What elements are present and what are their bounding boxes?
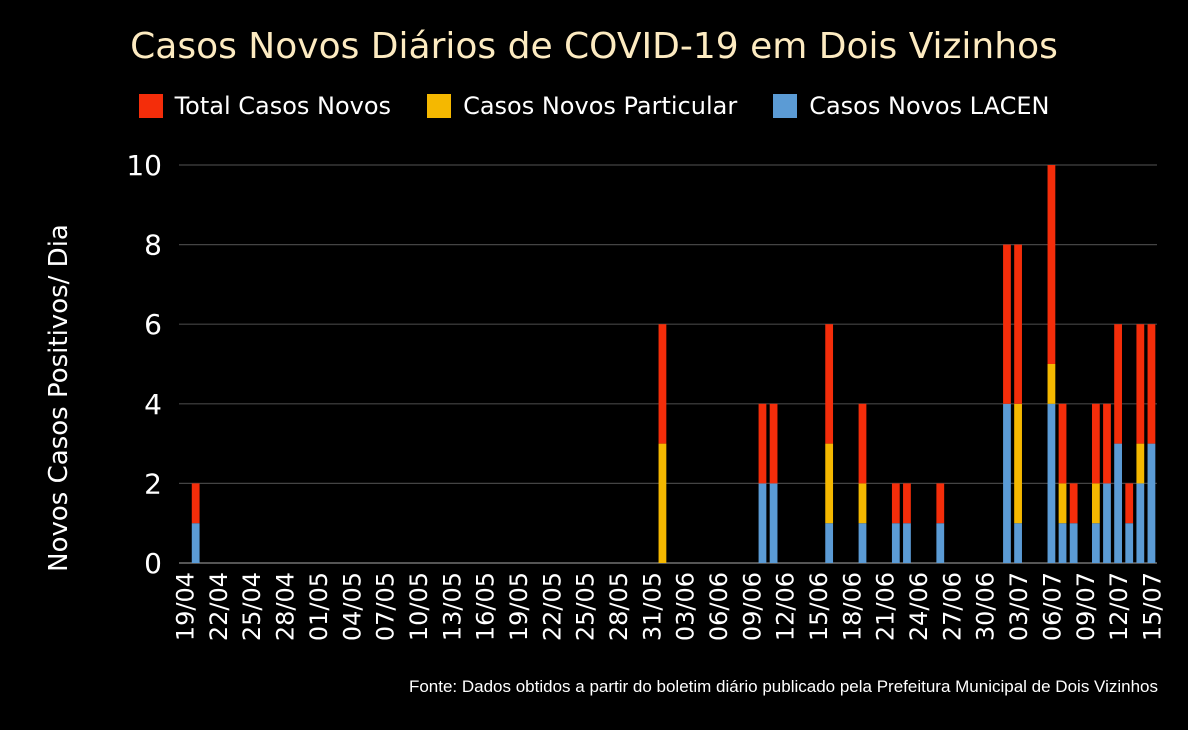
x-tick-label: 22/05	[538, 572, 566, 641]
bar-segment-lacen	[1091, 523, 1100, 563]
y-tick-label: 0	[144, 547, 162, 580]
bar-segment-lacen	[825, 523, 834, 563]
x-tick-label: 12/07	[1105, 572, 1133, 641]
x-tick-label: 18/06	[838, 572, 866, 641]
x-tick-label: 03/06	[672, 572, 700, 641]
legend-swatch-total	[138, 94, 163, 118]
y-tick-label: 4	[144, 388, 162, 421]
x-tick-label: 27/06	[938, 572, 966, 641]
source-note: Fonte: Dados obtidos a partir do boletim…	[408, 677, 1158, 696]
x-tick-label: 10/05	[405, 572, 433, 641]
bar-segment-total	[191, 483, 200, 524]
x-tick-label: 22/04	[205, 572, 233, 641]
bar-segment-lacen	[936, 523, 945, 563]
bar-segment-lacen	[1125, 523, 1134, 563]
bar-segment-lacen	[1147, 443, 1156, 563]
bar-segment-total	[891, 483, 900, 524]
legend-swatch-lacen	[773, 94, 798, 118]
y-tick-label: 8	[144, 229, 162, 262]
bar-segment-total	[1136, 324, 1145, 444]
x-tick-label: 30/06	[972, 572, 1000, 641]
bar-segment-total	[858, 403, 867, 484]
bar-segment-total	[769, 403, 778, 484]
bar-segment-total	[1014, 244, 1022, 404]
x-tick-label: 09/07	[1072, 572, 1100, 641]
bar-segment-particular	[1014, 403, 1022, 524]
bar-segment-particular	[858, 483, 867, 524]
bar-segment-lacen	[858, 523, 867, 563]
x-tick-label: 06/07	[1038, 572, 1066, 641]
x-tick-label: 01/05	[305, 572, 333, 641]
y-tick-label: 10	[126, 149, 162, 182]
bar-segment-total	[758, 403, 767, 484]
x-tick-label: 16/05	[472, 572, 500, 641]
legend-item-total: Total Casos Novos	[138, 92, 392, 120]
x-tick-label: 28/05	[605, 572, 633, 641]
x-tick-label: 12/06	[772, 572, 800, 641]
x-tick-label: 03/07	[1005, 572, 1033, 641]
bar-segment-particular	[1091, 483, 1100, 524]
x-tick-label: 06/06	[705, 572, 733, 641]
bar-segment-total	[1114, 324, 1122, 444]
bar-segment-total	[1103, 403, 1111, 484]
legend-item-lacen: Casos Novos LACEN	[773, 92, 1049, 120]
bar-segment-total	[1091, 403, 1100, 484]
x-tick-label: 28/04	[272, 572, 300, 641]
bar-segment-lacen	[1014, 523, 1022, 563]
bar-segment-total	[936, 483, 945, 524]
x-tick-label: 15/07	[1138, 572, 1166, 641]
bar-segment-lacen	[1058, 523, 1067, 563]
bar-segment-lacen	[1069, 523, 1078, 563]
bar-segment-lacen	[1047, 403, 1056, 563]
bar-segment-lacen	[769, 483, 778, 563]
chart-title: Casos Novos Diários de COVID-19 em Dois …	[130, 26, 1058, 67]
x-tick-label: 07/05	[372, 572, 400, 641]
bar-segment-total	[1125, 483, 1134, 524]
bar-segment-total	[1069, 483, 1078, 524]
y-tick-label: 2	[144, 467, 162, 500]
bar-segment-lacen	[891, 523, 900, 563]
y-tick-label: 6	[144, 308, 162, 341]
bar-segment-lacen	[1003, 403, 1011, 563]
bar-segment-total	[1147, 324, 1156, 444]
x-tick-label: 25/05	[572, 572, 600, 641]
bar-segment-total	[825, 324, 834, 444]
bar-segment-total	[1058, 403, 1067, 484]
legend-label-total: Total Casos Novos	[174, 92, 392, 120]
bar-segment-particular	[1047, 364, 1056, 404]
x-tick-label: 24/06	[905, 572, 933, 641]
bar-segment-particular	[1136, 443, 1145, 484]
bar-segment-particular	[1058, 483, 1067, 524]
x-tick-label: 25/04	[238, 572, 266, 641]
bar-segment-lacen	[758, 483, 767, 563]
legend-item-particular: Casos Novos Particular	[427, 92, 737, 120]
x-tick-label: 19/04	[172, 572, 200, 641]
x-tick-label: 09/06	[738, 572, 766, 641]
x-tick-label: 13/05	[438, 572, 466, 641]
x-tick-label: 19/05	[505, 572, 533, 641]
bar-segment-lacen	[1114, 443, 1122, 563]
x-tick-label: 21/06	[872, 572, 900, 641]
bar-segment-total	[903, 483, 911, 524]
bar-segment-total	[1047, 165, 1056, 364]
bar-segment-particular	[658, 443, 667, 563]
bar-segment-particular	[825, 443, 834, 524]
bar-segment-lacen	[1136, 483, 1145, 563]
bar-segment-lacen	[903, 523, 911, 563]
bar-segment-lacen	[191, 523, 200, 563]
legend-swatch-particular	[427, 94, 452, 118]
x-tick-label: 04/05	[338, 572, 366, 641]
legend: Total Casos Novos Casos Novos Particular…	[0, 92, 1188, 120]
bar-segment-total	[1003, 244, 1011, 404]
bar-segment-total	[658, 324, 667, 444]
x-tick-label: 15/06	[805, 572, 833, 641]
legend-label-particular: Casos Novos Particular	[463, 92, 738, 120]
bar-segment-lacen	[1103, 483, 1111, 563]
legend-label-lacen: Casos Novos LACEN	[809, 92, 1050, 120]
x-tick-label: 31/05	[638, 572, 666, 641]
